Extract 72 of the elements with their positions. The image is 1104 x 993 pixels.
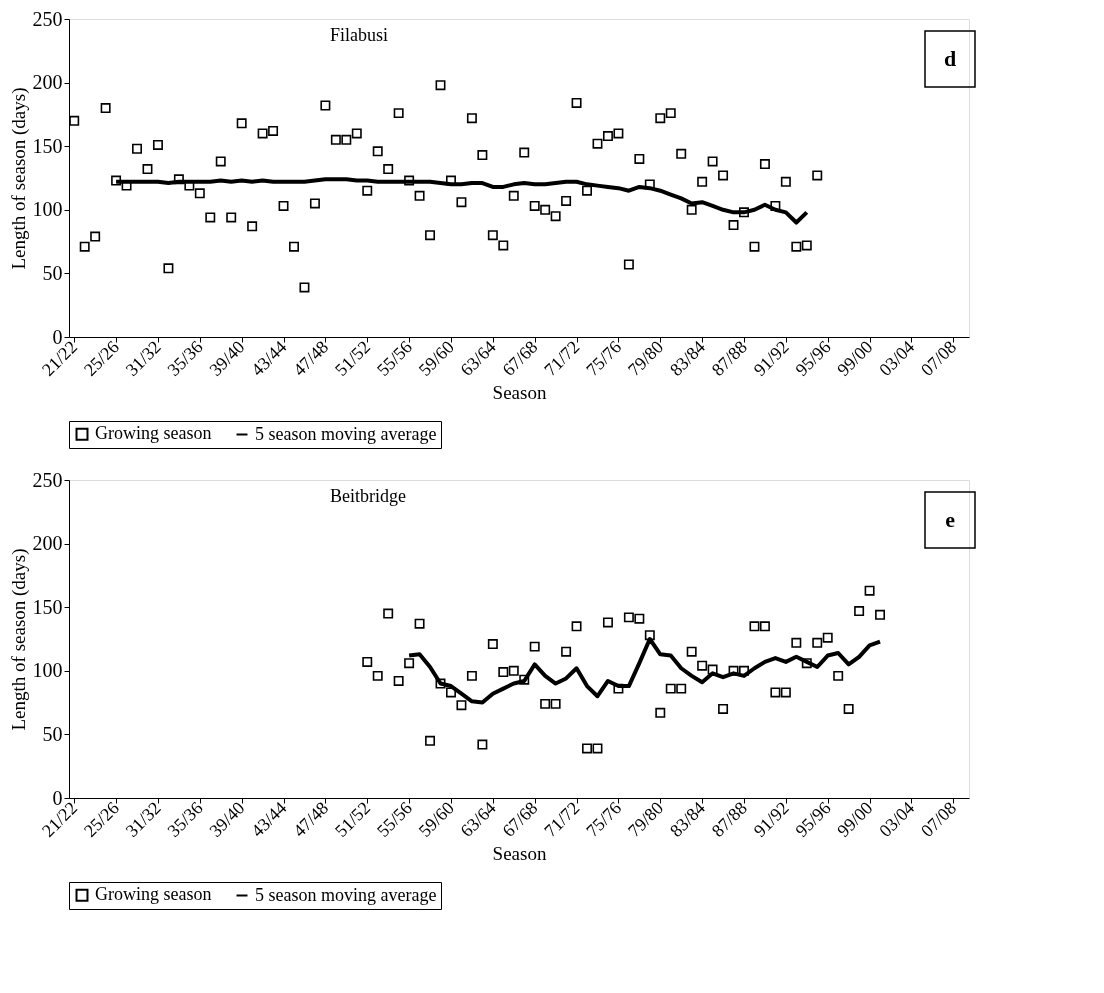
y-tick-label: 50 [42, 261, 63, 284]
point [529, 641, 540, 652]
point [414, 618, 425, 629]
point [864, 585, 875, 596]
legend-label: 5 season moving average [255, 423, 437, 444]
point [487, 639, 498, 650]
point [425, 735, 436, 746]
point [540, 698, 551, 709]
chart-title: Filabusi [330, 25, 389, 45]
annotation: d [943, 46, 957, 71]
annotation: e [945, 507, 956, 532]
y-tick-label: 100 [32, 198, 63, 221]
point [634, 613, 645, 624]
point [477, 739, 488, 750]
point [801, 658, 812, 669]
point [770, 687, 781, 698]
point [644, 630, 655, 641]
legend-label: Growing season [95, 423, 212, 444]
y-tick-label: 100 [32, 659, 63, 682]
y-tick-label: 50 [42, 722, 63, 745]
point [655, 707, 666, 718]
point [718, 703, 729, 714]
y-tick-label: 200 [32, 532, 63, 555]
point [822, 632, 833, 643]
point [393, 675, 404, 686]
point [404, 658, 415, 669]
y-axis-title: Length of season (days) [7, 548, 30, 731]
point [843, 703, 854, 714]
point [519, 674, 530, 685]
y-tick-label: 250 [32, 7, 63, 30]
point [550, 698, 561, 709]
point [456, 700, 467, 711]
point [686, 646, 697, 657]
point [833, 670, 844, 681]
point [665, 683, 676, 694]
point [383, 608, 394, 619]
y-tick-label: 250 [32, 468, 63, 491]
point [435, 678, 446, 689]
legend-label: Growing season [95, 884, 212, 905]
point [854, 606, 865, 616]
point [582, 743, 593, 754]
point [707, 664, 718, 675]
point [791, 637, 802, 648]
point [498, 667, 509, 678]
point [362, 656, 373, 667]
point [561, 646, 572, 657]
point [739, 665, 749, 676]
point [372, 670, 383, 681]
x-axis-title: Season [492, 381, 547, 403]
chart-title: Beitbridge [330, 486, 406, 506]
y-tick-label: 150 [32, 134, 63, 157]
legend-label: 5 season moving average [255, 884, 437, 905]
point [875, 609, 886, 620]
point [697, 660, 708, 671]
point [749, 621, 760, 632]
y-tick-label: 150 [32, 595, 63, 618]
point [602, 617, 613, 628]
point [623, 612, 634, 623]
point [466, 670, 477, 681]
point [676, 683, 687, 694]
point [592, 743, 603, 754]
point [812, 637, 823, 648]
point [780, 687, 791, 698]
point [445, 687, 456, 698]
y-tick-label: 200 [32, 71, 63, 94]
point [613, 683, 624, 694]
x-axis-title: Season [492, 842, 547, 864]
point [571, 621, 582, 632]
y-axis-title: Length of season (days) [7, 87, 30, 270]
point [508, 665, 519, 676]
point [759, 621, 770, 632]
point [728, 665, 739, 676]
